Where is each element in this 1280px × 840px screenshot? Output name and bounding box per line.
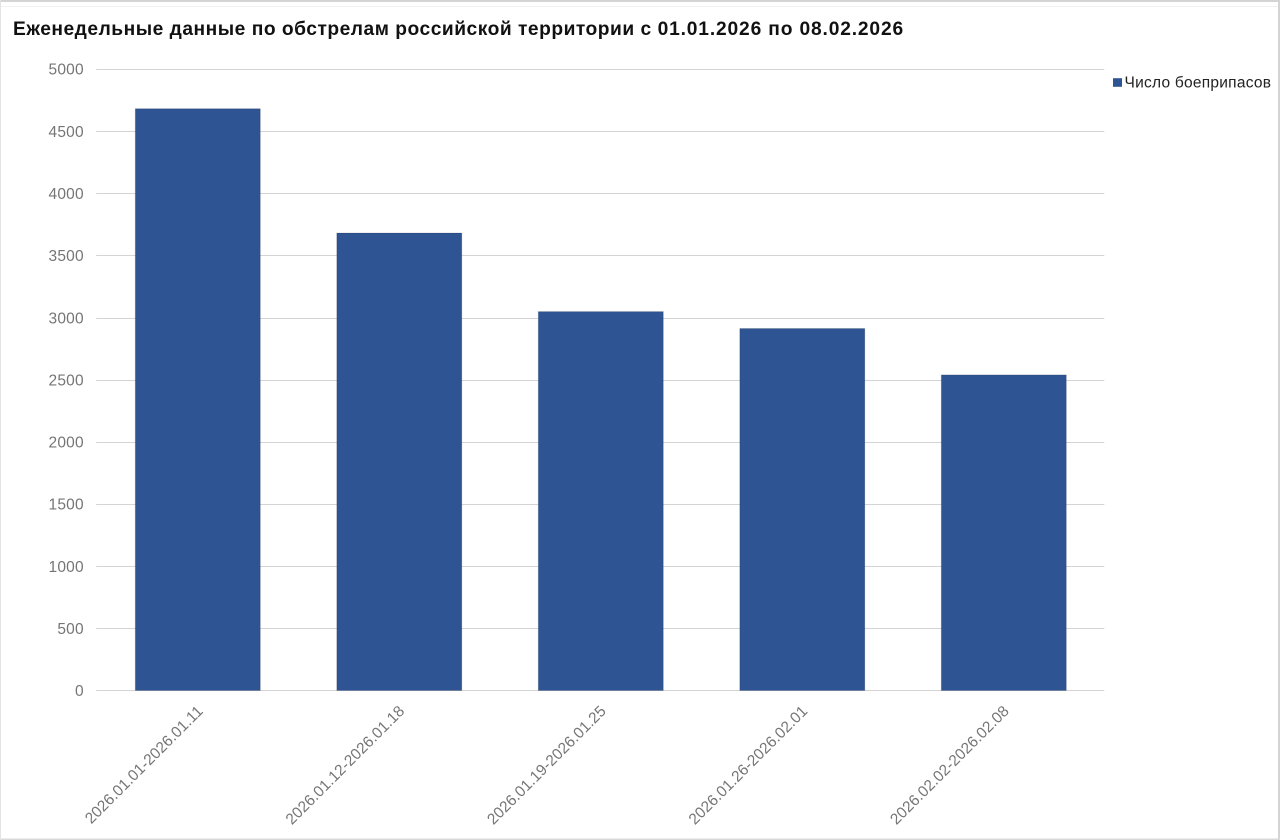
svg-text:4000: 4000 [49, 186, 84, 203]
svg-text:2500: 2500 [49, 372, 84, 389]
svg-text:2000: 2000 [49, 435, 84, 452]
svg-text:4500: 4500 [49, 124, 84, 141]
svg-text:0: 0 [75, 683, 84, 700]
svg-text:1000: 1000 [49, 559, 84, 576]
svg-text:Еженедельные данные по обстрел: Еженедельные данные по обстрелам российс… [13, 19, 904, 40]
svg-text:Число боеприпасов: Число боеприпасов [1125, 74, 1272, 91]
svg-text:500: 500 [57, 621, 84, 638]
svg-text:5000: 5000 [49, 62, 84, 79]
svg-text:1500: 1500 [49, 497, 84, 514]
svg-text:3500: 3500 [49, 248, 84, 265]
svg-text:3000: 3000 [49, 310, 84, 327]
